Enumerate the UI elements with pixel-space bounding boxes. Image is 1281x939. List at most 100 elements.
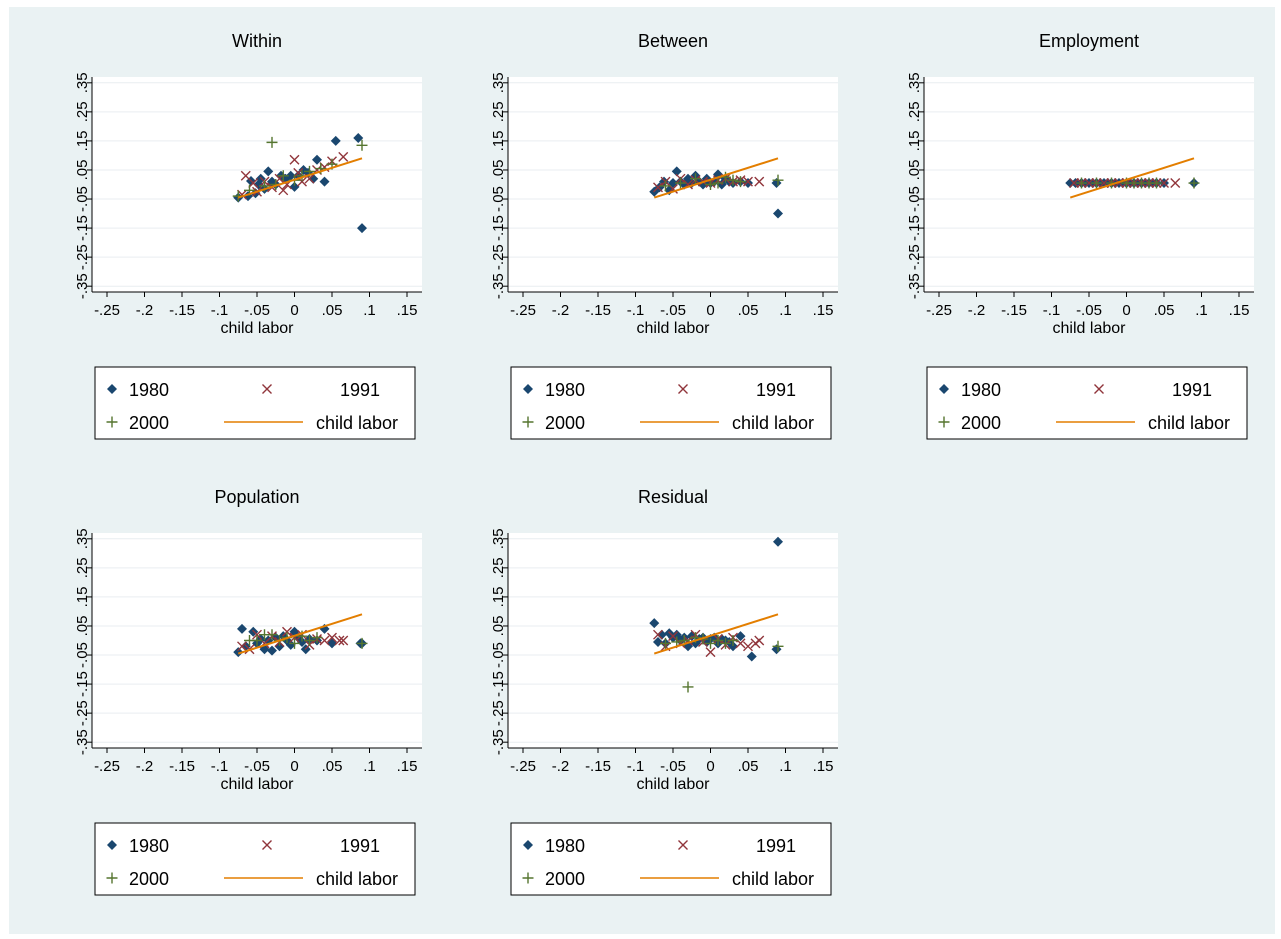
- panel-title: Residual: [638, 487, 708, 507]
- x-tick-label: .1: [1195, 302, 1208, 319]
- data-point: [1151, 177, 1162, 189]
- data-point: [312, 154, 322, 165]
- y-tick-label: .35: [906, 72, 923, 93]
- x-tick-label: -.15: [585, 302, 611, 319]
- x-tick-label: -.05: [660, 758, 686, 775]
- legend-label: 1980: [129, 380, 169, 400]
- figure: Within -.35 -.25 -.15 -.05.05.15.25.35 -.25 -.…: [9, 7, 1275, 934]
- fit-line: [653, 157, 779, 199]
- data-point: [297, 636, 307, 647]
- data-point: [690, 173, 701, 185]
- data-point: [705, 179, 716, 190]
- legend-key-1980: [107, 840, 117, 850]
- data-point: [675, 177, 686, 189]
- y-tick-label: -.15: [74, 671, 91, 697]
- legend-key-1991: [678, 384, 688, 394]
- legend-label: 1980: [545, 836, 585, 856]
- data-point: [653, 636, 663, 647]
- y-tick-label: -.35: [74, 273, 91, 299]
- data-point: [772, 640, 784, 652]
- x-tick-label: .1: [363, 758, 376, 775]
- data-point: [735, 631, 746, 642]
- y-tick-label: .25: [74, 101, 91, 122]
- x-tick-label: .05: [1154, 302, 1175, 319]
- data-point: [334, 635, 345, 646]
- data-point: [727, 635, 739, 646]
- x-tick-label: -.15: [1001, 302, 1027, 319]
- x-tick-label: 0: [1122, 302, 1130, 319]
- x-tick-label: -.2: [136, 302, 154, 319]
- data-point: [1065, 178, 1076, 189]
- data-point: [712, 635, 724, 646]
- x-tick-label: -.05: [660, 302, 686, 319]
- legend-label: child labor: [316, 869, 398, 889]
- data-point: [278, 185, 289, 196]
- data-point: [338, 635, 349, 646]
- x-tick-label: .05: [738, 758, 759, 775]
- data-point: [233, 647, 244, 658]
- x-tick-label: -.25: [94, 302, 120, 319]
- data-point: [1076, 177, 1087, 189]
- y-tick-label: .05: [74, 616, 91, 637]
- data-point: [773, 208, 783, 219]
- panel-title: Between: [638, 31, 708, 51]
- x-tick-label: -.15: [169, 302, 195, 319]
- x-tick-label: 0: [290, 302, 298, 319]
- legend-label: 2000: [545, 413, 585, 433]
- x-tick-label: .05: [738, 302, 759, 319]
- x-tick-label: -.15: [585, 758, 611, 775]
- legend-key-2000: [522, 872, 534, 884]
- y-tick-label: -.15: [906, 215, 923, 241]
- x-tick-label: -.25: [94, 758, 120, 775]
- panel-population: Population-.35-.25-.15-.05.05.15.25.35-.…: [74, 487, 422, 896]
- data-point: [682, 681, 694, 693]
- y-tick-label: -.15: [490, 671, 507, 697]
- data-point: [649, 618, 660, 629]
- data-point: [735, 176, 746, 188]
- data-point: [660, 637, 671, 649]
- legend-box: [94, 366, 416, 440]
- legend-label: 1980: [129, 836, 169, 856]
- data-point: [252, 629, 262, 640]
- data-point: [660, 180, 671, 192]
- x-axis-label: child labor: [221, 320, 295, 337]
- panel-between: Between-.35-.25-.15-.05.05.15.25.35-.25-…: [490, 31, 838, 440]
- data-point: [319, 176, 330, 187]
- y-tick-label: .35: [490, 528, 507, 549]
- legend-box: [510, 822, 832, 896]
- x-tick-label: -.05: [244, 302, 270, 319]
- y-tick-label: -.35: [74, 729, 91, 755]
- x-tick-label: .1: [779, 758, 792, 775]
- legend-label: 1991: [340, 380, 380, 400]
- x-tick-label: -.25: [926, 302, 952, 319]
- x-tick-label: 0: [706, 302, 714, 319]
- y-tick-label: -.25: [906, 244, 923, 270]
- legend: 1980 1991 2000 child labor: [94, 822, 416, 896]
- data-point: [308, 173, 319, 184]
- data-point: [282, 626, 292, 637]
- data-point: [1070, 178, 1081, 189]
- legend-label: child labor: [732, 869, 814, 889]
- y-tick-label: .15: [74, 586, 91, 607]
- data-point: [237, 623, 247, 634]
- chart-svg: Within-.35-.25-.15-.05.05.15.25.35-.25 -.…: [74, 31, 1254, 896]
- x-tick-label: -.05: [1076, 302, 1102, 319]
- legend-key-1991: [678, 840, 688, 850]
- y-tick-label: .15: [490, 586, 507, 607]
- data-point: [285, 639, 296, 650]
- x-tick-label: 0: [290, 758, 298, 775]
- legend-key-1991: [1094, 384, 1104, 394]
- panel-residual: Residual-.35-.25-.15-.05.05.15.25.35-.25…: [490, 487, 838, 896]
- data-point: [720, 637, 731, 649]
- x-tick-label: -.25: [510, 302, 536, 319]
- legend: 1980 1991 2000 child labor: [926, 366, 1248, 440]
- legend-label: 1991: [756, 380, 796, 400]
- x-axis-label: child labor: [1053, 320, 1127, 337]
- x-tick-label: -.1: [211, 302, 229, 319]
- y-tick-label: -.05: [490, 642, 507, 668]
- data-point: [311, 632, 323, 644]
- panel-title: Within: [232, 31, 282, 51]
- legend-key-2000: [106, 416, 118, 428]
- data-point: [304, 635, 315, 646]
- x-tick-label: -.2: [552, 758, 570, 775]
